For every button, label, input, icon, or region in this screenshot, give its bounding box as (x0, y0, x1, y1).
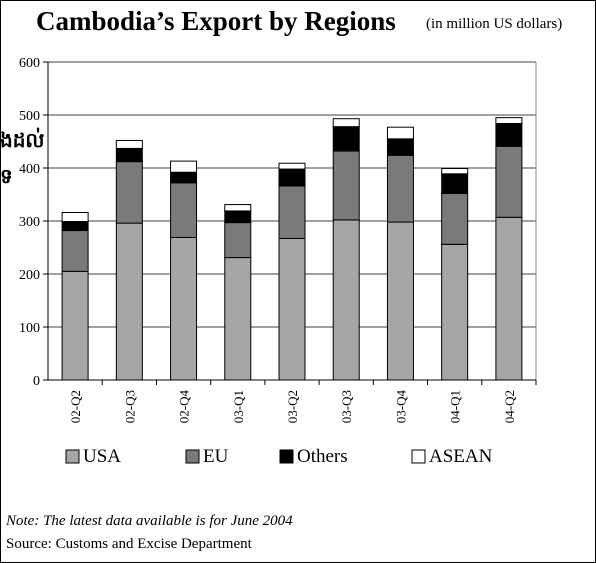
bar-usa-04-Q2 (495, 216, 523, 381)
y-tick-label: 200 (19, 268, 40, 283)
bar-eu-02-Q4 (170, 182, 198, 238)
bar-usa-03-Q2 (278, 237, 306, 381)
y-tick-label: 300 (19, 215, 40, 230)
legend-swatch-others (279, 449, 294, 464)
bar-others-04-Q1 (441, 173, 469, 194)
bar-others-03-Q2 (278, 168, 306, 187)
x-tick-label: 03-Q1 (231, 390, 246, 423)
bar-eu-02-Q2 (61, 230, 89, 272)
bar-asean-02-Q3 (115, 139, 143, 149)
chart-subtitle: (in million US dollars) (426, 16, 563, 32)
chart-title-block: Cambodia’s Export by Regions (in million… (0, 4, 596, 44)
x-tick-label: 02-Q3 (122, 390, 137, 423)
legend-label-asean: ASEAN (429, 446, 493, 467)
bar-others-03-Q3 (332, 126, 360, 152)
bar-usa-02-Q4 (170, 236, 198, 381)
bar-others-04-Q2 (495, 122, 523, 147)
footnote: Note: The latest data available is for J… (6, 513, 293, 529)
bar-usa-02-Q3 (115, 222, 143, 381)
bar-eu-03-Q1 (224, 222, 252, 259)
bar-eu-02-Q3 (115, 161, 143, 224)
y-tick-label: 100 (19, 321, 40, 336)
bar-eu-03-Q2 (278, 185, 306, 239)
bar-asean-02-Q4 (170, 160, 198, 173)
bar-others-03-Q1 (224, 210, 252, 224)
bar-others-02-Q2 (61, 221, 89, 232)
legend-label-eu: EU (203, 446, 229, 467)
y-tick-label: 0 (33, 374, 40, 389)
legend-swatch-eu (185, 449, 200, 464)
source-line: Source: Customs and Excise Department (6, 536, 252, 552)
side-text-fragment-1: ងដល់ (0, 130, 45, 152)
legend-label-usa: USA (83, 446, 121, 467)
legend-swatch-usa (65, 449, 80, 464)
bar-eu-03-Q4 (386, 154, 414, 223)
chart-title: Cambodia’s Export by Regions (36, 6, 396, 36)
bar-asean-04-Q2 (495, 117, 523, 124)
bar-usa-03-Q4 (386, 221, 414, 381)
x-tick-label: 03-Q3 (339, 390, 354, 423)
bar-asean-03-Q1 (224, 204, 252, 212)
x-tick-label: 03-Q4 (393, 390, 408, 424)
bar-usa-03-Q3 (332, 219, 360, 381)
bar-eu-04-Q2 (495, 145, 523, 218)
y-tick-label: 500 (19, 109, 40, 124)
bar-usa-02-Q2 (61, 270, 89, 381)
bar-usa-03-Q1 (224, 257, 252, 381)
bar-usa-04-Q1 (441, 243, 469, 381)
bar-eu-03-Q3 (332, 150, 360, 221)
x-tick-label: 04-Q1 (448, 390, 463, 423)
bar-others-02-Q4 (170, 171, 198, 184)
bar-asean-03-Q4 (386, 126, 414, 140)
bar-others-02-Q3 (115, 147, 143, 163)
x-tick-label: 03-Q2 (285, 390, 300, 423)
side-text-fragment-2: ទ (0, 166, 13, 188)
legend-swatch-asean (411, 449, 426, 464)
bar-asean-02-Q2 (61, 212, 89, 223)
legend-label-others: Others (297, 446, 348, 467)
bar-asean-03-Q2 (278, 162, 306, 170)
bar-asean-03-Q3 (332, 118, 360, 128)
y-tick-label: 600 (19, 56, 40, 71)
x-tick-label: 02-Q4 (177, 390, 192, 424)
y-tick-label: 400 (19, 162, 40, 177)
bar-others-03-Q4 (386, 138, 414, 156)
x-tick-label: 02-Q2 (68, 390, 83, 423)
bar-eu-04-Q1 (441, 192, 469, 245)
bar-asean-04-Q1 (441, 168, 469, 175)
x-tick-label: 04-Q2 (502, 390, 517, 423)
